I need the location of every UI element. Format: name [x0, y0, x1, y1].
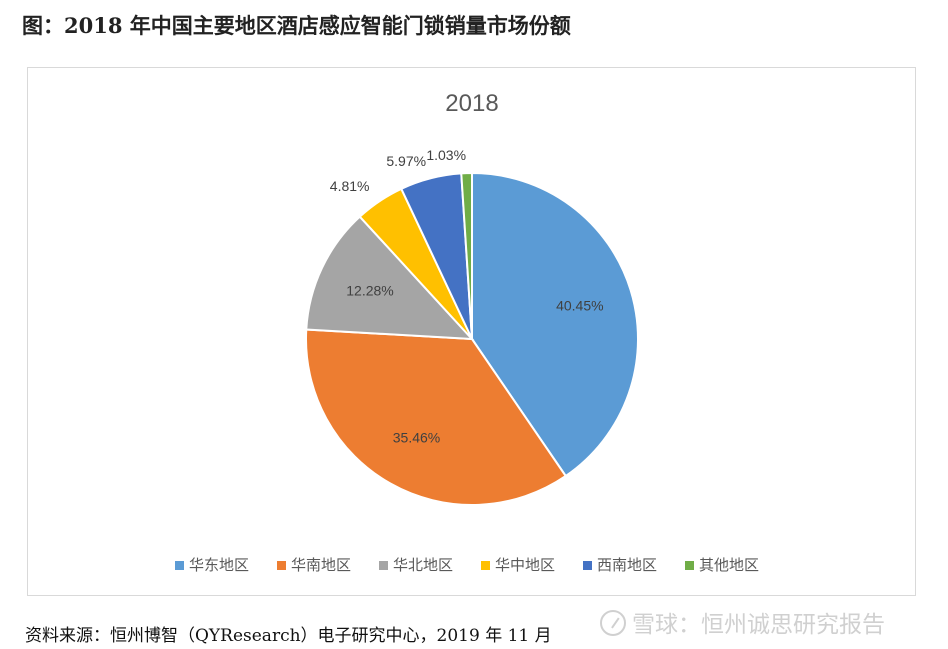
- snowball-logo-icon: [600, 610, 626, 636]
- data-label: 40.45%: [556, 298, 603, 314]
- legend-label: 华南地区: [291, 556, 351, 574]
- data-label: 5.97%: [386, 153, 426, 169]
- pie-slices: [305, 171, 639, 506]
- legend-swatch: [481, 561, 490, 570]
- legend-swatch: [277, 561, 286, 570]
- pie-data-labels: 40.45% 35.46% 12.28% 4.81% 5.97% 1.03%: [330, 147, 604, 445]
- pie-slice: [460, 171, 473, 340]
- legend-label: 其他地区: [699, 556, 759, 574]
- data-label: 12.28%: [346, 283, 393, 299]
- pie-slice: [471, 171, 639, 478]
- legend-swatch: [583, 561, 592, 570]
- chart-title: 2018: [445, 90, 498, 117]
- chart-area: 2018 40.45% 35.46% 12.28% 4.81% 5.97% 1.03% 华…: [27, 67, 916, 596]
- data-label: 1.03%: [426, 147, 466, 163]
- legend-label: 华东地区: [189, 556, 249, 574]
- watermark: 雪球：恒州诚思研究报告: [600, 605, 885, 639]
- pie-slice: [305, 215, 475, 341]
- source-note: 资料来源：恒州博智（QYResearch）电子研究中心，2019 年 11 月: [25, 626, 552, 646]
- data-label: 4.81%: [330, 178, 370, 194]
- legend-label: 华北地区: [393, 556, 453, 574]
- legend-label: 西南地区: [597, 556, 657, 574]
- pie-chart: 2018 40.45% 35.46% 12.28% 4.81% 5.97% 1.03% 华…: [175, 90, 759, 574]
- legend-swatch: [685, 561, 694, 570]
- legend-swatch: [175, 561, 184, 570]
- legend-label: 华中地区: [495, 556, 555, 574]
- figure-title: 图：2018 年中国主要地区酒店感应智能门锁销量市场份额: [22, 13, 571, 38]
- chart-legend: 华东地区 华南地区 华北地区 华中地区 西南地区 其他地区: [175, 556, 759, 574]
- watermark-text: 雪球：恒州诚思研究报告: [632, 612, 885, 638]
- legend-swatch: [379, 561, 388, 570]
- pie-slice: [305, 328, 568, 506]
- data-label: 35.46%: [393, 429, 440, 445]
